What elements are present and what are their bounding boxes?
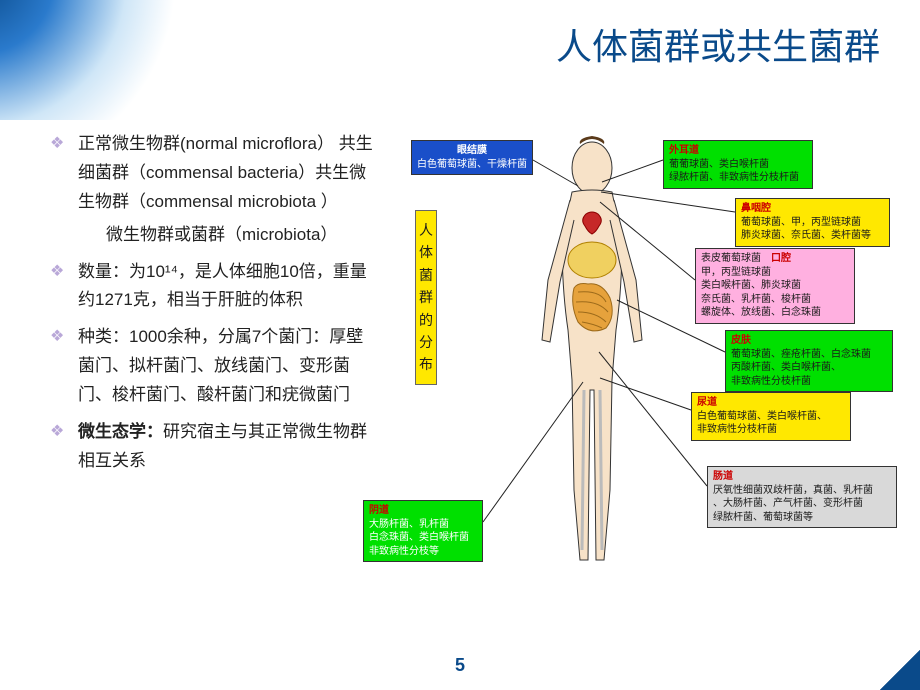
region-box-urine: 尿道白色葡萄球菌、类白喉杆菌、非致病性分枝杆菌 <box>691 392 851 441</box>
region-box-skin: 皮肤葡萄球菌、痤疮杆菌、白念珠菌丙酸杆菌、类白喉杆菌、非致病性分枝杆菌 <box>725 330 893 392</box>
region-box-mouth: 表皮葡萄球菌 口腔甲，丙型链球菌类白喉杆菌、肺炎球菌奈氏菌、乳杆菌、梭杆菌螺旋体… <box>695 248 855 324</box>
region-box-vagina: 阴道大肠杆菌、乳杆菌白念珠菌、类白喉杆菌非致病性分枝等 <box>363 500 483 562</box>
region-box-eye: 眼结膜白色葡萄球菌、干燥杆菌 <box>411 140 533 175</box>
bullet-subtext: 微生物群或菌群（microbiota） <box>78 221 380 250</box>
bullet-item: 正常微生物群(normal microflora） 共生细菌群（commensa… <box>50 130 380 250</box>
body-diagram: 人体菌群的分布 眼结膜白色葡萄球菌、干燥杆菌 外耳道葡葡球菌、类白喉杆菌绿脓杆菌、… <box>395 130 905 650</box>
human-body-figure <box>530 130 660 570</box>
bullet-text: 正常微生物群(normal microflora） 共生细菌群（commensa… <box>78 134 373 211</box>
region-box-ear: 外耳道葡葡球菌、类白喉杆菌绿脓杆菌、非致病性分枝杆菌 <box>663 140 813 189</box>
corner-decoration-top-left <box>0 0 180 120</box>
region-box-gut: 肠道厌氧性细菌双歧杆菌，真菌、乳杆菌、大肠杆菌、产气杆菌、变形杆菌绿脓杆菌、葡萄… <box>707 466 897 528</box>
bullet-list: 正常微生物群(normal microflora） 共生细菌群（commensa… <box>50 130 380 484</box>
vertical-label: 人体菌群的分布 <box>415 210 437 385</box>
bullet-item: 数量：为10¹⁴，是人体细胞10倍，重量约1271克，相当于肝脏的体积 <box>50 258 380 316</box>
page-number: 5 <box>0 655 920 676</box>
bullet-item: 种类：1000余种，分属7个菌门：厚壁菌门、拟杆菌门、放线菌门、变形菌门、梭杆菌… <box>50 323 380 410</box>
region-box-nose: 鼻咽腔葡萄球菌、甲，丙型链球菌肺炎球菌、奈氏菌、类杆菌等 <box>735 198 890 247</box>
bullet-item: 微生态学：研究宿主与其正常微生物群相互关系 <box>50 418 380 476</box>
bullet-label: 微生态学： <box>78 422 163 441</box>
page-title: 人体菌群或共生菌群 <box>556 18 880 70</box>
